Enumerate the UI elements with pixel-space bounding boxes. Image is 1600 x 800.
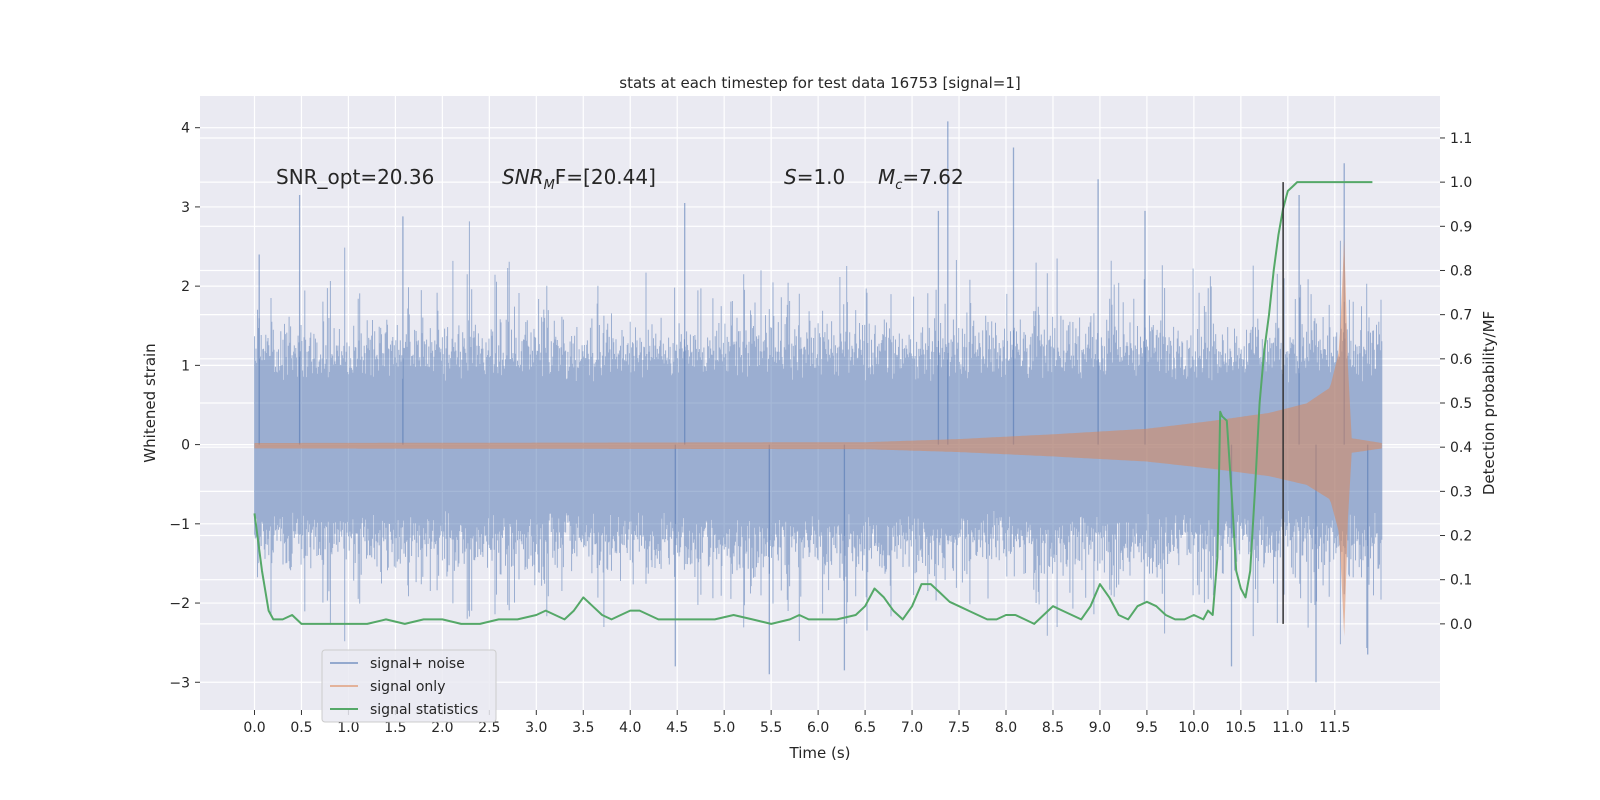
- chart-title: stats at each timestep for test data 167…: [619, 74, 1020, 92]
- legend: signal+ noise signal only signal statist…: [321, 649, 497, 723]
- annotation-snr-mf-rest: F=[20.44]: [555, 165, 656, 189]
- yl-tick-label-1: 3: [181, 200, 190, 216]
- legend-label-signal-noise: signal+ noise: [370, 656, 465, 672]
- yr-tick-label-10: 0.1: [1450, 573, 1472, 589]
- x-tick-label-2: 1.0: [337, 720, 359, 736]
- annotation-snr-opt: SNR_opt=20.36: [276, 165, 434, 189]
- annotation-snr-mf-base: SNR: [502, 165, 544, 189]
- yr-tick-label-8: 0.3: [1450, 484, 1472, 500]
- yl-tick-label-6: −2: [169, 596, 190, 612]
- x-tick-label-18: 9.0: [1089, 720, 1111, 736]
- annotation-mc-sub: c: [895, 178, 902, 193]
- yr-tick-label-7: 0.4: [1450, 440, 1472, 456]
- yl-tick-label-2: 2: [181, 279, 190, 295]
- x-tick-label-16: 8.0: [995, 720, 1017, 736]
- legend-label-signal-statistics: signal statistics: [370, 702, 478, 718]
- x-tick-label-12: 6.0: [807, 720, 829, 736]
- left-y-axis-label: Whitened strain: [141, 343, 159, 462]
- right-y-axis-ticks: 1.1 1.0 0.9 0.8 0.7 0.6 0.5 0.4 0.3 0.2 0.1 0.0: [1440, 131, 1472, 633]
- yr-tick-label-1: 1.0: [1450, 175, 1472, 191]
- x-tick-label-1: 0.5: [290, 720, 312, 736]
- yr-tick-label-6: 0.5: [1450, 396, 1472, 412]
- yr-tick-label-2: 0.9: [1450, 219, 1472, 235]
- annotation-snr-mf: SNRMF=[20.44]: [502, 165, 656, 193]
- yl-tick-label-0: 4: [181, 121, 190, 137]
- yl-tick-label-3: 1: [181, 358, 190, 374]
- yr-tick-label-11: 0.0: [1450, 617, 1472, 633]
- annotation-mc-var: M: [878, 165, 895, 189]
- x-tick-label-3: 1.5: [384, 720, 406, 736]
- x-tick-label-9: 4.5: [666, 720, 688, 736]
- x-tick-label-20: 10.0: [1178, 720, 1209, 736]
- annotation-mc: Mc=7.62: [878, 165, 964, 193]
- x-tick-label-6: 3.0: [525, 720, 547, 736]
- yl-tick-label-5: −1: [169, 517, 190, 533]
- signal-envelope: [254, 238, 1382, 637]
- x-tick-label-21: 10.5: [1225, 720, 1256, 736]
- x-tick-label-14: 7.0: [901, 720, 923, 736]
- x-tick-label-4: 2.0: [431, 720, 453, 736]
- yl-tick-label-7: −3: [169, 675, 190, 691]
- signal-statistics-series: [253, 181, 1373, 625]
- x-tick-label-13: 6.5: [854, 720, 876, 736]
- yr-tick-label-4: 0.7: [1450, 308, 1472, 324]
- x-tick-label-8: 4.0: [619, 720, 641, 736]
- yr-tick-label-5: 0.6: [1450, 352, 1472, 368]
- annotation-s: S=1.0: [784, 165, 845, 189]
- annotation-s-var: S: [784, 165, 797, 189]
- annotation-mc-rest: =7.62: [902, 165, 963, 189]
- x-axis-ticks: 0.0 0.5 1.0 1.5 2.0 2.5 3.0 3.5 4.0 4.5 5.0 5.5 6.0 6…: [243, 710, 1350, 736]
- x-tick-label-10: 5.0: [713, 720, 735, 736]
- x-tick-label-0: 0.0: [243, 720, 265, 736]
- x-tick-label-22: 11.0: [1272, 720, 1303, 736]
- stats-line: [253, 181, 1373, 625]
- left-y-axis-ticks: 4 3 2 1 0 −1 −2 −3: [169, 121, 200, 691]
- x-tick-label-5: 2.5: [478, 720, 500, 736]
- x-tick-label-17: 8.5: [1042, 720, 1064, 736]
- x-tick-label-11: 5.5: [760, 720, 782, 736]
- annotation-s-rest: =1.0: [797, 165, 846, 189]
- x-tick-label-23: 11.5: [1319, 720, 1350, 736]
- yr-tick-label-0: 1.1: [1450, 131, 1472, 147]
- yr-tick-label-9: 0.2: [1450, 529, 1472, 545]
- legend-label-signal-only: signal only: [370, 679, 445, 695]
- legend-box: [321, 649, 497, 723]
- x-tick-label-15: 7.5: [948, 720, 970, 736]
- x-tick-label-7: 3.5: [572, 720, 594, 736]
- x-axis-label: Time (s): [789, 744, 851, 762]
- right-y-axis-label: Detection probability/MF: [1480, 311, 1498, 495]
- x-tick-label-19: 9.5: [1136, 720, 1158, 736]
- signal-only-series: [254, 238, 1382, 637]
- yr-tick-label-3: 0.8: [1450, 263, 1472, 279]
- yl-tick-label-4: 0: [181, 438, 190, 454]
- annotation-snr-mf-sub: M: [544, 178, 555, 193]
